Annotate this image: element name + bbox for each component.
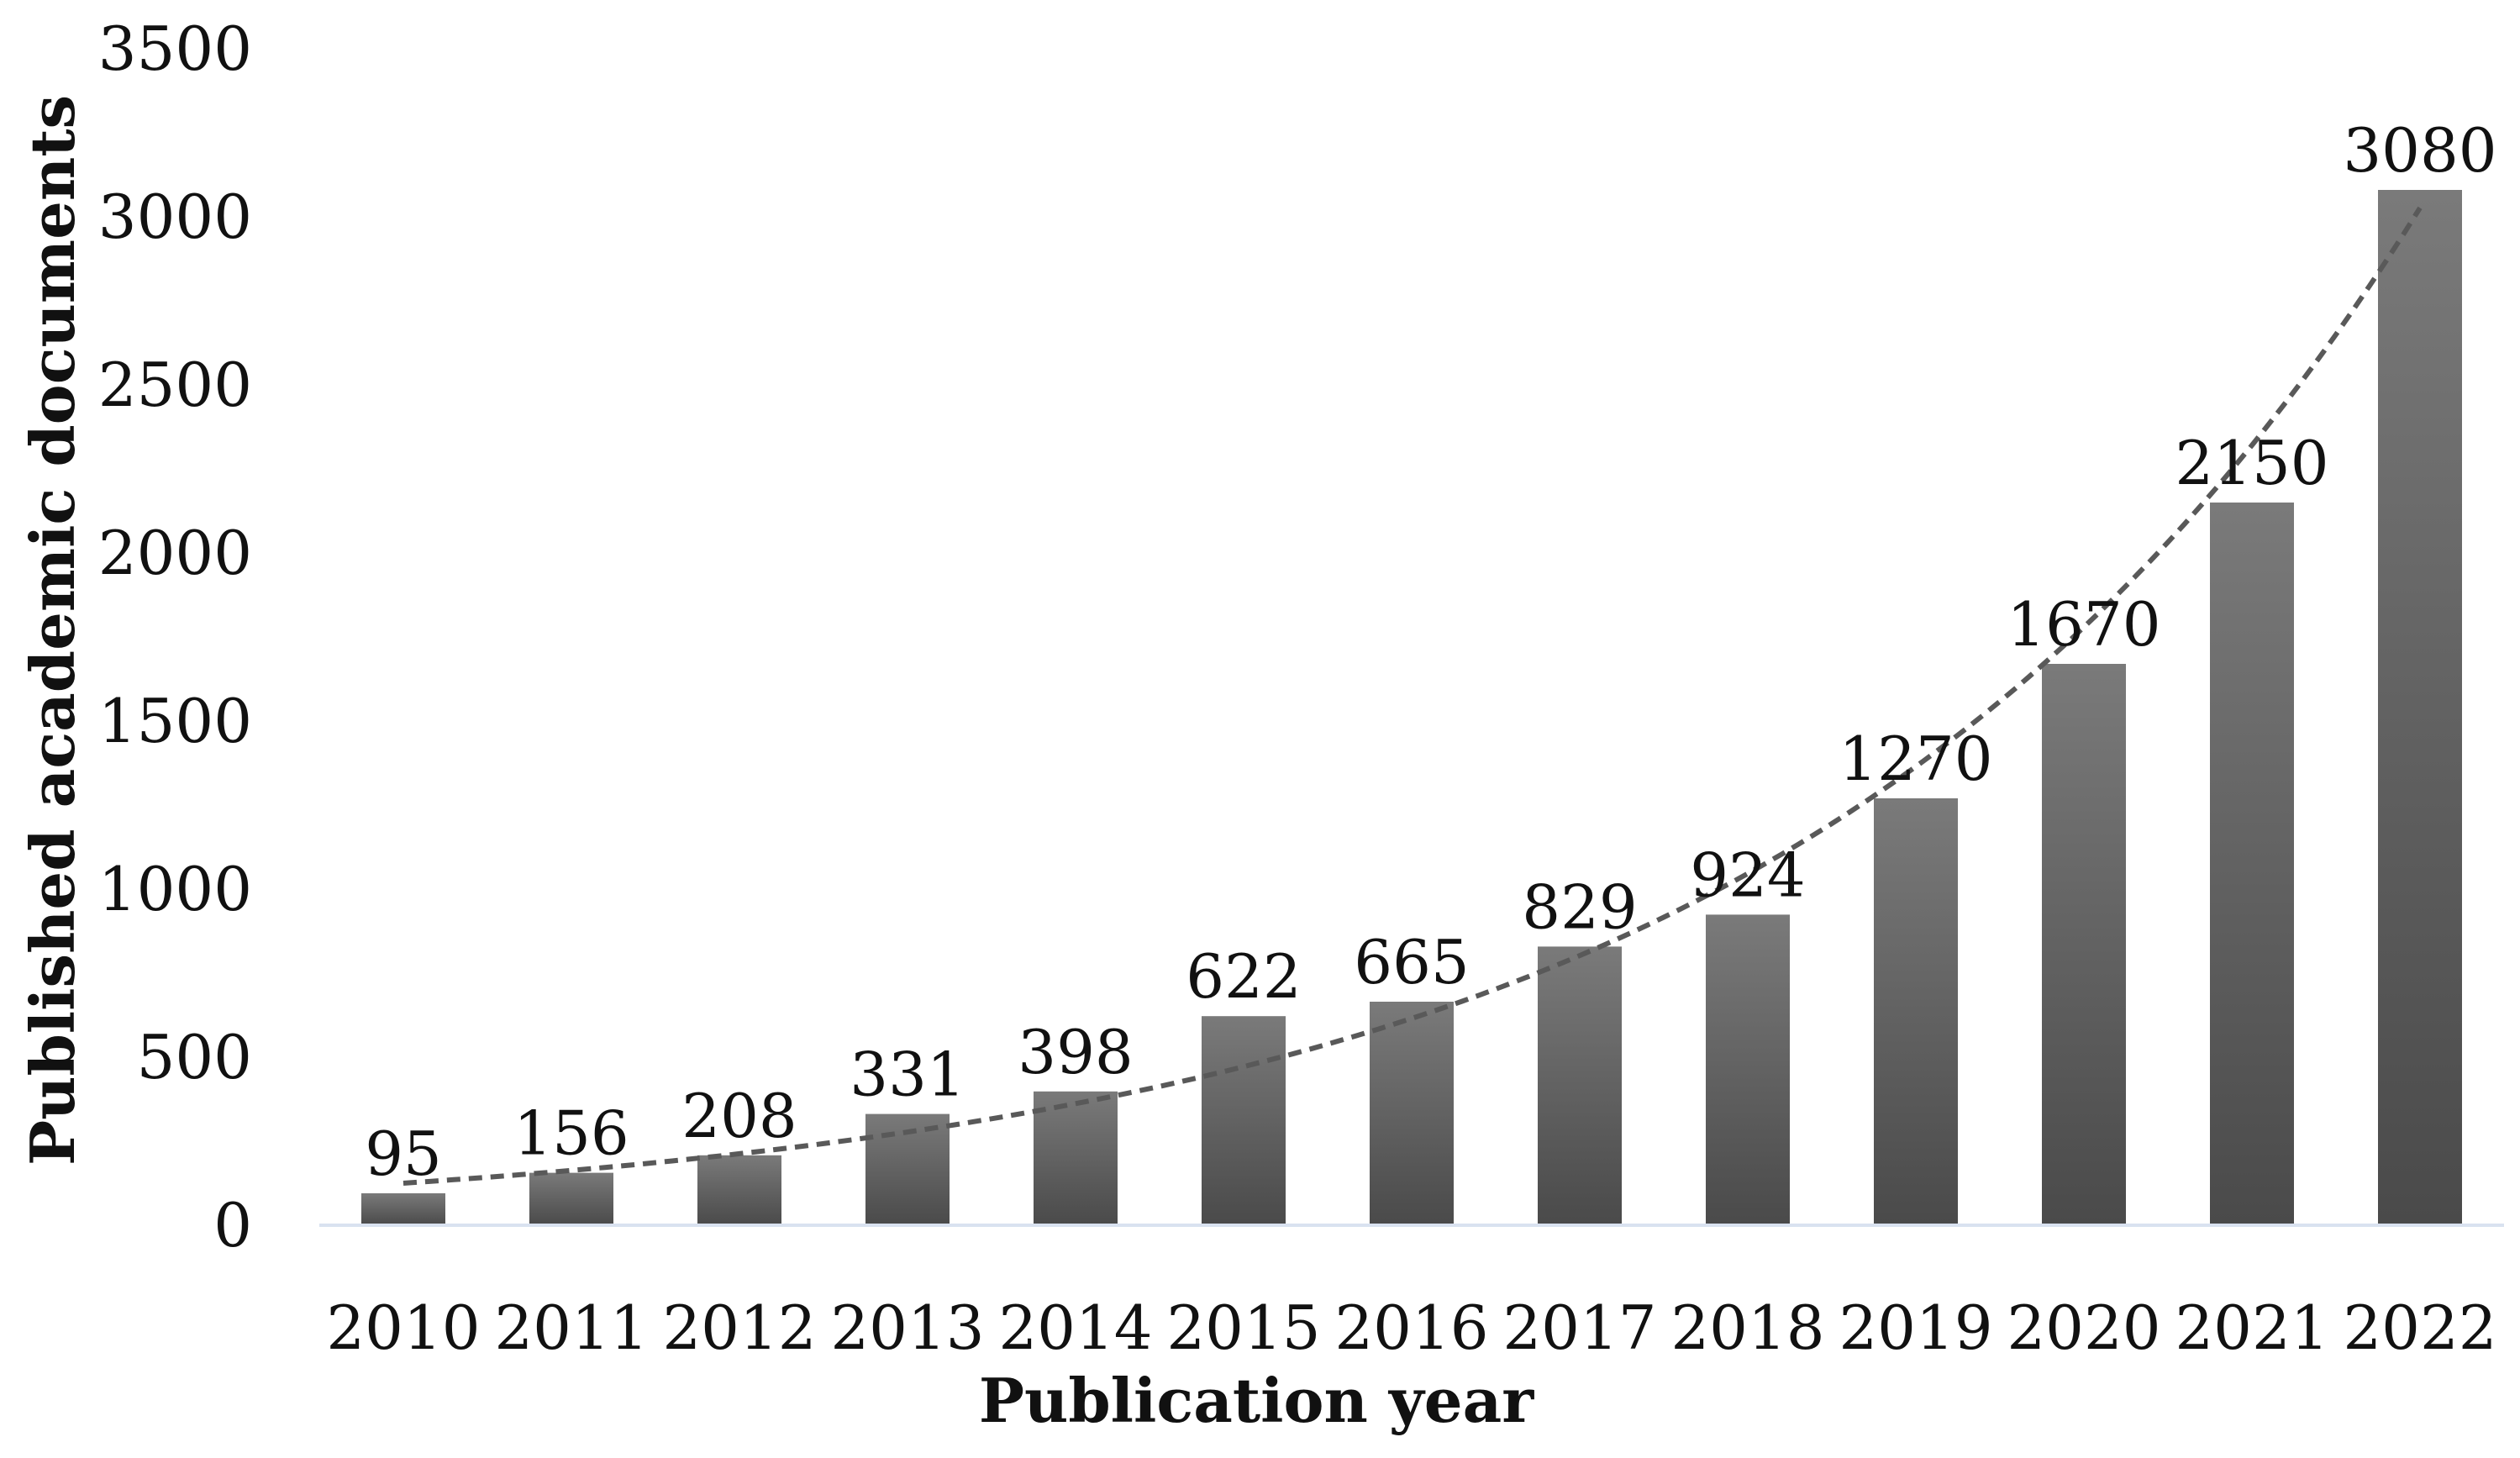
x-tick-label-2016: 2016 bbox=[1334, 1292, 1488, 1363]
x-tick-label-2011: 2011 bbox=[494, 1292, 648, 1363]
x-tick-label-2018: 2018 bbox=[1670, 1292, 1824, 1363]
y-tick-label: 500 bbox=[137, 1022, 252, 1092]
y-tick-label: 2500 bbox=[98, 350, 252, 420]
y-axis-title: Published academic documents bbox=[17, 95, 88, 1166]
data-label-2018: 924 bbox=[1690, 840, 1805, 910]
x-tick-label-2017: 2017 bbox=[1502, 1292, 1656, 1363]
bar-2017 bbox=[1538, 946, 1622, 1225]
x-tick-label-2019: 2019 bbox=[1839, 1292, 1992, 1363]
data-label-2015: 622 bbox=[1186, 941, 1301, 1012]
data-label-2022: 3080 bbox=[2343, 115, 2496, 186]
x-axis-tick-labels: 2010 2011 2012 2013 2014 2015 2016 2017 2018 2019… bbox=[326, 1292, 2496, 1363]
x-tick-label-2022: 2022 bbox=[2343, 1292, 2496, 1363]
y-tick-label: 0 bbox=[213, 1190, 252, 1261]
bar-2020 bbox=[2042, 664, 2126, 1225]
data-label-2017: 829 bbox=[1522, 871, 1637, 942]
data-label-2013: 331 bbox=[850, 1040, 965, 1110]
y-tick-label: 1000 bbox=[98, 854, 252, 924]
data-label-2021: 2150 bbox=[2175, 428, 2328, 498]
bar-2021 bbox=[2210, 503, 2294, 1225]
data-label-2014: 398 bbox=[1018, 1017, 1133, 1087]
bar-2019 bbox=[1874, 798, 1958, 1225]
bar-2012 bbox=[697, 1155, 781, 1225]
bar-2010 bbox=[361, 1193, 445, 1225]
y-axis-tick-labels: 0 500 1000 1500 2000 2500 3000 3500 bbox=[98, 13, 252, 1261]
y-tick-label: 3000 bbox=[98, 182, 252, 252]
x-tick-label-2010: 2010 bbox=[326, 1292, 480, 1363]
x-axis-title: Publication year bbox=[979, 1365, 1534, 1436]
bar-2014 bbox=[1034, 1091, 1118, 1225]
x-tick-label-2014: 2014 bbox=[998, 1292, 1152, 1363]
x-tick-label-2012: 2012 bbox=[662, 1292, 816, 1363]
bars bbox=[361, 190, 2462, 1225]
x-tick-label-2013: 2013 bbox=[830, 1292, 984, 1363]
x-tick-label-2015: 2015 bbox=[1166, 1292, 1320, 1363]
bar-2018 bbox=[1706, 914, 1790, 1225]
bar-2015 bbox=[1202, 1016, 1286, 1225]
bar-2016 bbox=[1370, 1002, 1454, 1225]
data-label-2010: 95 bbox=[365, 1119, 442, 1189]
bar-2011 bbox=[529, 1172, 613, 1225]
data-label-2012: 208 bbox=[681, 1081, 797, 1151]
data-label-2020: 1670 bbox=[2007, 589, 2160, 660]
data-label-2016: 665 bbox=[1354, 927, 1469, 997]
bar-2022 bbox=[2378, 190, 2462, 1225]
x-tick-label-2020: 2020 bbox=[2007, 1292, 2160, 1363]
y-tick-label: 1500 bbox=[98, 686, 252, 756]
data-label-2019: 1270 bbox=[1839, 724, 1992, 794]
y-tick-label: 2000 bbox=[98, 518, 252, 588]
y-tick-label: 3500 bbox=[98, 13, 252, 84]
data-label-2011: 156 bbox=[513, 1098, 629, 1169]
x-tick-label-2021: 2021 bbox=[2175, 1292, 2328, 1363]
trendline bbox=[402, 206, 2423, 1186]
